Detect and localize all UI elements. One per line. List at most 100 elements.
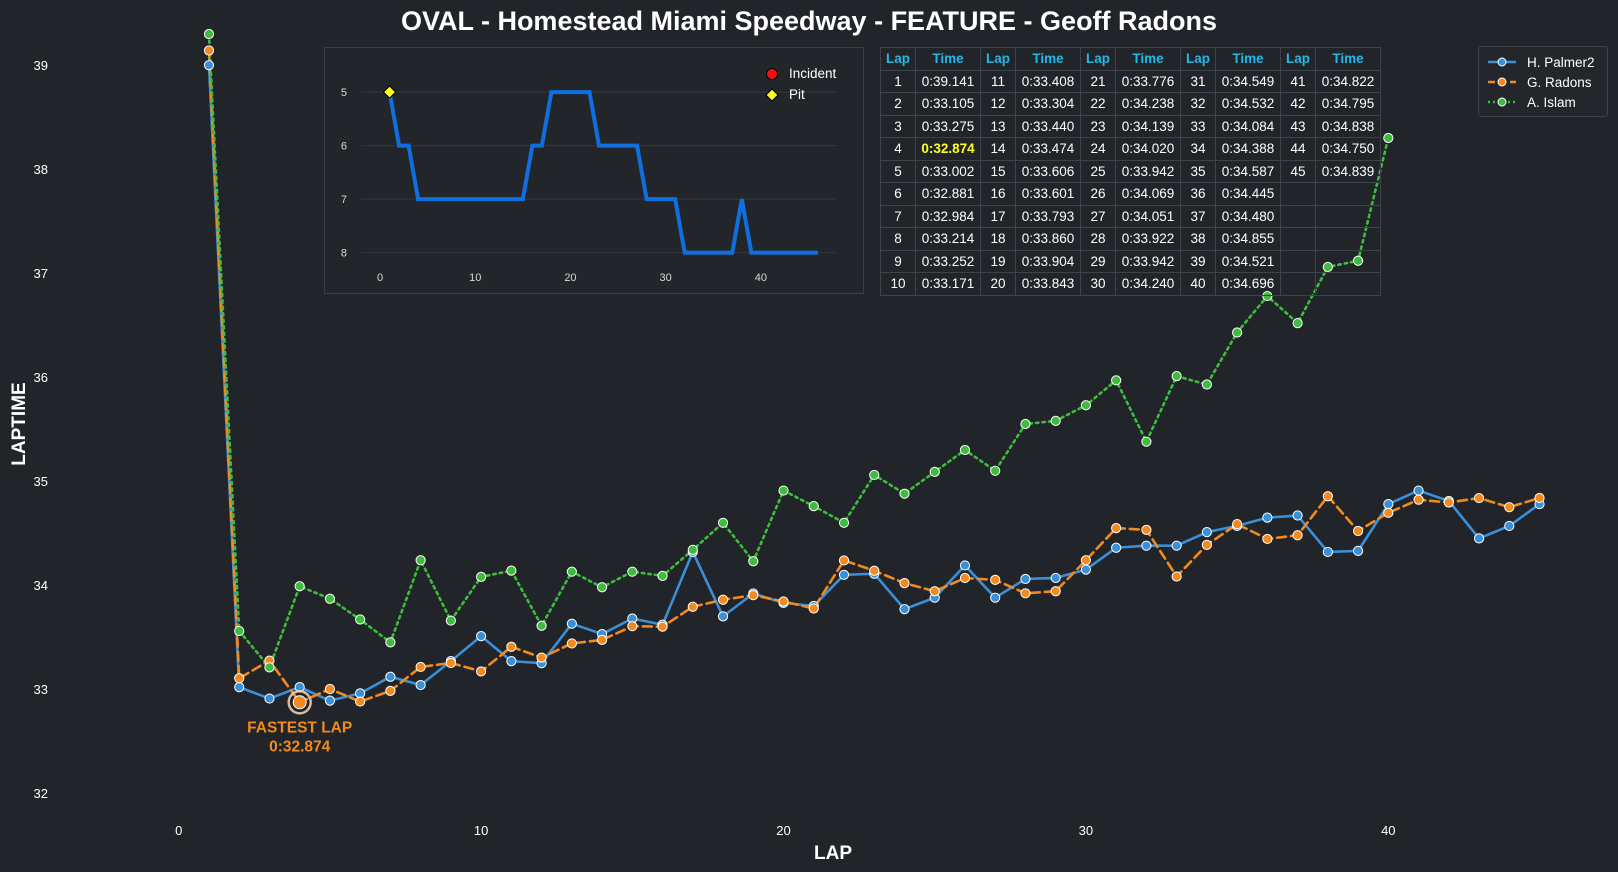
lap-number-cell: 25 [1080, 159, 1116, 183]
data-point [264, 693, 275, 704]
lap-time-cell [1315, 272, 1381, 296]
data-point [1473, 533, 1485, 544]
lap-number-cell: 18 [980, 227, 1016, 251]
data-point [1504, 520, 1515, 532]
lap-number-cell: 32 [1180, 92, 1216, 116]
data-point [1322, 491, 1333, 502]
data-point [990, 465, 1001, 476]
lap-time-cell: 0:33.275 [915, 114, 981, 138]
lap-column-header: Lap [980, 47, 1016, 71]
lap-number-cell: 14 [980, 137, 1016, 161]
data-point [1050, 415, 1061, 426]
lap-number-cell: 26 [1080, 182, 1116, 206]
data-point [657, 621, 668, 632]
lap-number-cell: 30 [1080, 272, 1116, 296]
data-point [445, 657, 456, 669]
lap-number-cell: 23 [1080, 114, 1116, 138]
data-point [808, 603, 819, 614]
lap-time-cell: 0:34.051 [1115, 204, 1181, 228]
lap-number-cell: 33 [1180, 114, 1216, 138]
data-point [899, 488, 910, 499]
lap-time-cell: 0:33.942 [1115, 249, 1181, 273]
data-point [1504, 502, 1515, 513]
time-column-header: Time [1315, 47, 1381, 71]
data-point [717, 611, 729, 622]
y-tick-label: 39 [34, 58, 48, 73]
data-point [1111, 375, 1122, 386]
data-point [1262, 533, 1273, 545]
data-point [1292, 530, 1303, 541]
lap-time-cell: 0:33.440 [1015, 114, 1081, 138]
y-tick-label: 33 [34, 682, 48, 697]
lap-time-cell [1315, 249, 1381, 273]
data-point [385, 671, 396, 682]
inset-legend-incident: Incident [765, 66, 836, 81]
table-row: 5 0:33.002 15 0:33.606 25 0:33.942 35 0:34.587 4… [880, 159, 1381, 183]
lap-number-cell: 34 [1180, 137, 1216, 161]
x-tick-label: 40 [1381, 823, 1395, 838]
data-point [1352, 545, 1364, 556]
lap-time-cell: 0:34.084 [1215, 114, 1281, 138]
data-point [1020, 573, 1031, 585]
lap-number-cell: 9 [880, 249, 916, 273]
data-point [385, 685, 396, 696]
lap-number-cell: 7 [880, 204, 916, 228]
fastest-lap-highlight-ring [287, 690, 312, 715]
data-point [506, 656, 517, 667]
lap-number-cell [1280, 227, 1316, 251]
data-point [1292, 318, 1303, 329]
inset-y-tick-label: 7 [341, 194, 347, 206]
lap-time-cell: 0:34.238 [1115, 92, 1181, 116]
x-tick-label: 10 [474, 823, 488, 838]
inset-y-tick-label: 8 [341, 248, 347, 260]
lap-time-cell [1315, 182, 1381, 206]
data-point [1413, 485, 1424, 496]
data-point [566, 638, 577, 649]
data-point [990, 574, 1001, 585]
position-line [387, 90, 818, 255]
fastest-lap-marker [292, 695, 307, 710]
data-point [506, 565, 517, 576]
lap-number-cell: 36 [1180, 182, 1216, 206]
lap-time-cell: 0:34.855 [1215, 227, 1281, 251]
table-row: 2 0:33.105 12 0:33.304 22 0:34.238 32 0:34.532 4… [880, 92, 1381, 116]
data-point [959, 572, 971, 584]
data-point [1383, 507, 1394, 518]
data-point [476, 571, 487, 582]
data-point [1171, 540, 1182, 551]
lap-time-cell: 0:34.839 [1315, 159, 1381, 183]
data-point [1020, 418, 1031, 430]
lap-time-cell: 0:33.304 [1015, 92, 1081, 116]
lap-time-cell: 0:33.474 [1015, 137, 1081, 161]
data-point [1443, 497, 1454, 508]
data-point [1141, 524, 1152, 535]
data-point [869, 565, 880, 576]
data-point [1020, 588, 1031, 599]
lap-time-cell: 0:33.105 [915, 92, 981, 116]
x-axis-label: LAP [814, 843, 852, 864]
lap-number-cell: 27 [1080, 204, 1116, 228]
lap-number-cell: 12 [980, 92, 1016, 116]
lap-time-cell: 0:33.252 [915, 249, 981, 273]
x-tick-label: 20 [776, 823, 790, 838]
time-column-header: Time [1015, 47, 1081, 71]
time-column-header: Time [1215, 47, 1281, 71]
data-point [1383, 498, 1394, 510]
data-point [1080, 555, 1092, 566]
data-point [566, 618, 577, 629]
lap-time-cell: 0:34.240 [1115, 272, 1181, 296]
lap-number-cell: 21 [1080, 69, 1116, 93]
lap-number-cell: 31 [1180, 69, 1216, 93]
pit-stop-marker [382, 85, 397, 99]
data-point [687, 601, 698, 612]
lap-number-cell: 1 [880, 69, 916, 93]
data-point [1141, 540, 1152, 551]
data-point [1534, 492, 1545, 504]
table-row: 10 0:33.171 20 0:33.843 30 0:34.240 40 0:34.696 [880, 272, 1381, 296]
legend-item: H. Palmer2 [1487, 53, 1595, 71]
data-point [1111, 523, 1122, 534]
lap-number-cell [1280, 182, 1316, 206]
table-row: 9 0:33.252 19 0:33.904 29 0:33.942 39 0:34.521 [880, 249, 1381, 273]
data-point [657, 570, 668, 581]
lap-time-cell: 0:34.445 [1215, 182, 1281, 206]
